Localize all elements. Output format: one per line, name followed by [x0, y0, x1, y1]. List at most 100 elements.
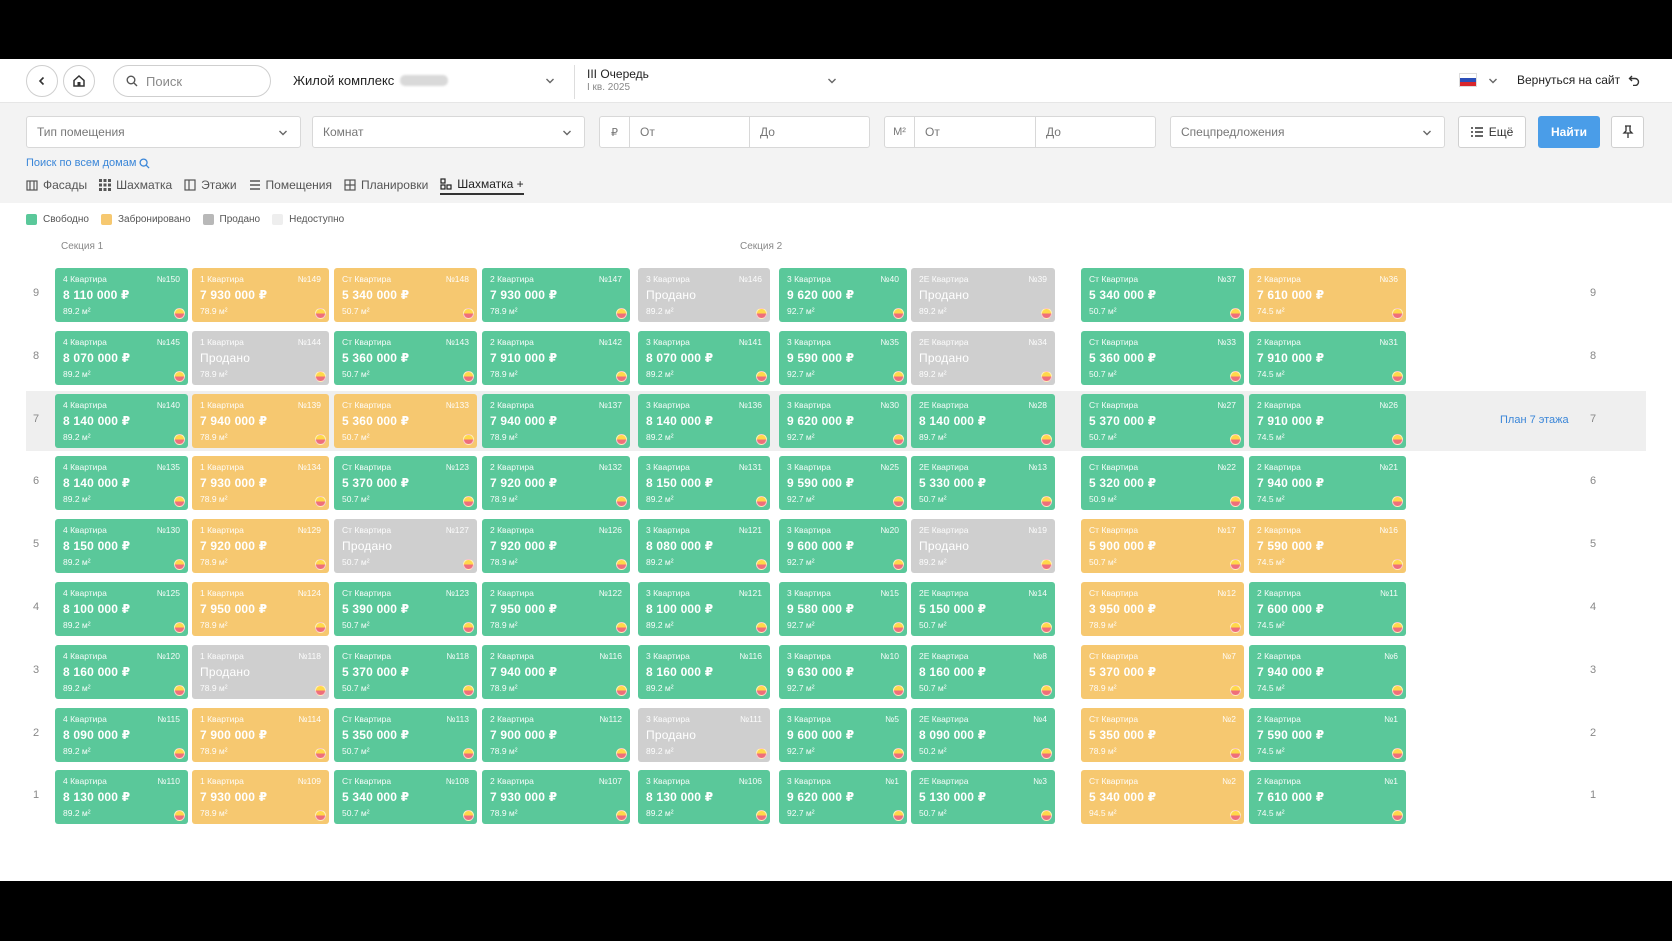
apartment-cell[interactable]: 3 Квартира №121 8 100 000 ₽ 89.2 м² — [638, 582, 770, 636]
apartment-cell[interactable]: Ст Квартира №133 5 360 000 ₽ 50.7 м² — [334, 393, 477, 448]
home-button[interactable] — [63, 65, 95, 97]
apartment-cell[interactable]: 3 Квартира №20 9 600 000 ₽ 92.7 м² — [779, 519, 907, 574]
apartment-cell[interactable]: 2Е Квартира №39 Продано 89.2 м² — [911, 268, 1055, 322]
apartment-cell[interactable]: 3 Квартира №35 9 590 000 ₽ 92.7 м² — [779, 330, 907, 385]
apartment-cell[interactable]: 1 Квартира №114 7 900 000 ₽ 78.9 м² — [192, 707, 329, 762]
apartment-cell[interactable]: 4 Квартира №125 8 100 000 ₽ 89.2 м² — [55, 582, 188, 636]
apartment-cell[interactable]: Ст Квартира №7 5 370 000 ₽ 78.9 м² — [1081, 644, 1244, 699]
tab-chessboard[interactable]: Шахматка — [99, 175, 172, 195]
apartment-cell[interactable]: Ст Квартира №127 Продано 50.7 м² — [334, 519, 477, 574]
chevron-down-icon[interactable] — [827, 76, 837, 86]
apartment-cell[interactable]: 2 Квартира №21 7 940 000 ₽ 74.5 м² — [1249, 456, 1406, 511]
pin-button[interactable] — [1611, 116, 1644, 148]
apartment-cell[interactable]: 2Е Квартира №28 8 140 000 ₽ 89.7 м² — [911, 393, 1055, 448]
apartment-cell[interactable]: Ст Квартира №37 5 340 000 ₽ 50.7 м² — [1081, 268, 1244, 322]
apartment-cell[interactable]: 3 Квартира №131 8 150 000 ₽ 89.2 м² — [638, 456, 770, 511]
apartment-cell[interactable]: 2 Квартира №122 7 950 000 ₽ 78.9 м² — [482, 582, 630, 636]
chevron-down-icon[interactable] — [1488, 76, 1498, 86]
tab-layouts[interactable]: Планировки — [344, 175, 428, 195]
floor-plan-link[interactable]: План 7 этажа — [1500, 413, 1569, 426]
apartment-cell[interactable]: 3 Квартира №10 9 630 000 ₽ 92.7 м² — [779, 644, 907, 699]
tab-facades[interactable]: Фасады — [26, 175, 87, 195]
apartment-cell[interactable]: 2Е Квартира №3 5 130 000 ₽ 50.7 м² — [911, 770, 1055, 825]
apartment-cell[interactable]: 4 Квартира №115 8 090 000 ₽ 89.2 м² — [55, 707, 188, 762]
apartment-cell[interactable]: Ст Квартира №123 5 370 000 ₽ 50.7 м² — [334, 456, 477, 511]
apartment-cell[interactable]: 1 Квартира №144 Продано 78.9 м² — [192, 330, 329, 385]
apartment-cell[interactable]: 1 Квартира №129 7 920 000 ₽ 78.9 м² — [192, 519, 329, 574]
apartment-cell[interactable]: 2 Квартира №31 7 910 000 ₽ 74.5 м² — [1249, 330, 1406, 385]
back-to-site-link[interactable]: Вернуться на сайт — [1517, 73, 1640, 87]
apartment-cell[interactable]: 3 Квартира №141 8 070 000 ₽ 89.2 м² — [638, 330, 770, 385]
room-type-select[interactable]: Тип помещения — [26, 116, 301, 148]
apartment-cell[interactable]: 3 Квартира №25 9 590 000 ₽ 92.7 м² — [779, 456, 907, 511]
apartment-cell[interactable]: 2 Квартира №6 7 940 000 ₽ 74.5 м² — [1249, 644, 1406, 699]
apartment-cell[interactable]: 1 Квартира №109 7 930 000 ₽ 78.9 м² — [192, 770, 329, 825]
apartment-cell[interactable]: 1 Квартира №134 7 930 000 ₽ 78.9 м² — [192, 456, 329, 511]
back-button[interactable] — [26, 65, 58, 97]
apartment-cell[interactable]: 3 Квартира №40 9 620 000 ₽ 92.7 м² — [779, 268, 907, 322]
rooms-select[interactable]: Комнат — [312, 116, 585, 148]
apartment-cell[interactable]: 4 Квартира №140 8 140 000 ₽ 89.2 м² — [55, 393, 188, 448]
queue-title[interactable]: III Очередь — [587, 67, 649, 81]
apartment-cell[interactable]: 1 Квартира №149 7 930 000 ₽ 78.9 м² — [192, 268, 329, 322]
find-button[interactable]: Найти — [1538, 116, 1600, 148]
chevron-down-icon[interactable] — [545, 76, 555, 86]
apartment-cell[interactable]: Ст Квартира №118 5 370 000 ₽ 50.7 м² — [334, 644, 477, 699]
apartment-cell[interactable]: 2 Квартира №142 7 910 000 ₽ 78.9 м² — [482, 330, 630, 385]
apartment-cell[interactable]: 2 Квартира №11 7 600 000 ₽ 74.5 м² — [1249, 582, 1406, 636]
price-from-input[interactable]: От — [629, 116, 750, 148]
apartment-cell[interactable]: 2 Квартира №1 7 610 000 ₽ 74.5 м² — [1249, 770, 1406, 825]
apartment-cell[interactable]: 3 Квартира №146 Продано 89.2 м² — [638, 268, 770, 322]
apartment-cell[interactable]: 3 Квартира №136 8 140 000 ₽ 89.2 м² — [638, 393, 770, 448]
apartment-cell[interactable]: 2 Квартира №112 7 900 000 ₽ 78.9 м² — [482, 707, 630, 762]
apartment-cell[interactable]: 4 Квартира №120 8 160 000 ₽ 89.2 м² — [55, 644, 188, 699]
apartment-cell[interactable]: 2Е Квартира №13 5 330 000 ₽ 50.7 м² — [911, 456, 1055, 511]
apartment-cell[interactable]: Ст Квартира №143 5 360 000 ₽ 50.7 м² — [334, 330, 477, 385]
apartment-cell[interactable]: 3 Квартира №1 9 620 000 ₽ 92.7 м² — [779, 770, 907, 825]
apartment-cell[interactable]: 4 Квартира №130 8 150 000 ₽ 89.2 м² — [55, 519, 188, 574]
apartment-cell[interactable]: 2Е Квартира №14 5 150 000 ₽ 50.7 м² — [911, 582, 1055, 636]
apartment-cell[interactable]: 4 Квартира №135 8 140 000 ₽ 89.2 м² — [55, 456, 188, 511]
area-to-input[interactable]: До — [1035, 116, 1156, 148]
apartment-cell[interactable]: 2Е Квартира №34 Продано 89.2 м² — [911, 330, 1055, 385]
apartment-cell[interactable]: 2 Квартира №36 7 610 000 ₽ 74.5 м² — [1249, 268, 1406, 322]
apartment-cell[interactable]: 1 Квартира №118 Продано 78.9 м² — [192, 644, 329, 699]
apartment-cell[interactable]: Ст Квартира №12 3 950 000 ₽ 78.9 м² — [1081, 582, 1244, 636]
apartment-cell[interactable]: 2 Квартира №1 7 590 000 ₽ 74.5 м² — [1249, 707, 1406, 762]
apartment-cell[interactable]: 4 Квартира №145 8 070 000 ₽ 89.2 м² — [55, 330, 188, 385]
search-all-houses-link[interactable]: Поиск по всем домам — [26, 157, 150, 169]
apartment-cell[interactable]: 2 Квартира №107 7 930 000 ₽ 78.9 м² — [482, 770, 630, 825]
apartment-cell[interactable]: 2 Квартира №126 7 920 000 ₽ 78.9 м² — [482, 519, 630, 574]
apartment-cell[interactable]: Ст Квартира №17 5 900 000 ₽ 50.7 м² — [1081, 519, 1244, 574]
apartment-cell[interactable]: Ст Квартира №113 5 350 000 ₽ 50.7 м² — [334, 707, 477, 762]
apartment-cell[interactable]: 2 Квартира №147 7 930 000 ₽ 78.9 м² — [482, 268, 630, 322]
apartment-cell[interactable]: 4 Квартира №150 8 110 000 ₽ 89.2 м² — [55, 268, 188, 322]
apartment-cell[interactable]: 3 Квартира №111 Продано 89.2 м² — [638, 707, 770, 762]
apartment-cell[interactable]: 2Е Квартира №8 8 160 000 ₽ 50.7 м² — [911, 644, 1055, 699]
apartment-cell[interactable]: 2Е Квартира №19 Продано 89.2 м² — [911, 519, 1055, 574]
more-filters-button[interactable]: Ещё — [1458, 116, 1526, 148]
apartment-cell[interactable]: Ст Квартира №2 5 350 000 ₽ 78.9 м² — [1081, 707, 1244, 762]
apartment-cell[interactable]: Ст Квартира №22 5 320 000 ₽ 50.9 м² — [1081, 456, 1244, 511]
apartment-cell[interactable]: 2 Квартира №137 7 940 000 ₽ 78.9 м² — [482, 393, 630, 448]
apartment-cell[interactable]: 4 Квартира №110 8 130 000 ₽ 89.2 м² — [55, 770, 188, 825]
apartment-cell[interactable]: 2 Квартира №16 7 590 000 ₽ 74.5 м² — [1249, 519, 1406, 574]
complex-select[interactable]: Жилой комплекс — [293, 73, 449, 88]
apartment-cell[interactable]: 2 Квартира №132 7 920 000 ₽ 78.9 м² — [482, 456, 630, 511]
apartment-cell[interactable]: 3 Квартира №121 8 080 000 ₽ 89.2 м² — [638, 519, 770, 574]
tab-rooms[interactable]: Помещения — [249, 175, 332, 195]
special-offers-select[interactable]: Спецпредложения — [1170, 116, 1445, 148]
price-to-input[interactable]: До — [749, 116, 870, 148]
apartment-cell[interactable]: Ст Квартира №2 5 340 000 ₽ 94.5 м² — [1081, 770, 1244, 825]
apartment-cell[interactable]: 1 Квартира №139 7 940 000 ₽ 78.9 м² — [192, 393, 329, 448]
apartment-cell[interactable]: 3 Квартира №5 9 600 000 ₽ 92.7 м² — [779, 707, 907, 762]
apartment-cell[interactable]: Ст Квартира №108 5 340 000 ₽ 50.7 м² — [334, 770, 477, 825]
apartment-cell[interactable]: 3 Квартира №106 8 130 000 ₽ 89.2 м² — [638, 770, 770, 825]
apartment-cell[interactable]: Ст Квартира №123 5 390 000 ₽ 50.7 м² — [334, 582, 477, 636]
apartment-cell[interactable]: Ст Квартира №33 5 360 000 ₽ 50.7 м² — [1081, 330, 1244, 385]
apartment-cell[interactable]: Ст Квартира №148 5 340 000 ₽ 50.7 м² — [334, 268, 477, 322]
search-input[interactable]: Поиск — [113, 65, 271, 97]
apartment-cell[interactable]: 2 Квартира №26 7 910 000 ₽ 74.5 м² — [1249, 393, 1406, 448]
tab-chessboard-plus[interactable]: Шахматка + — [440, 175, 524, 195]
apartment-cell[interactable]: Ст Квартира №27 5 370 000 ₽ 50.7 м² — [1081, 393, 1244, 448]
